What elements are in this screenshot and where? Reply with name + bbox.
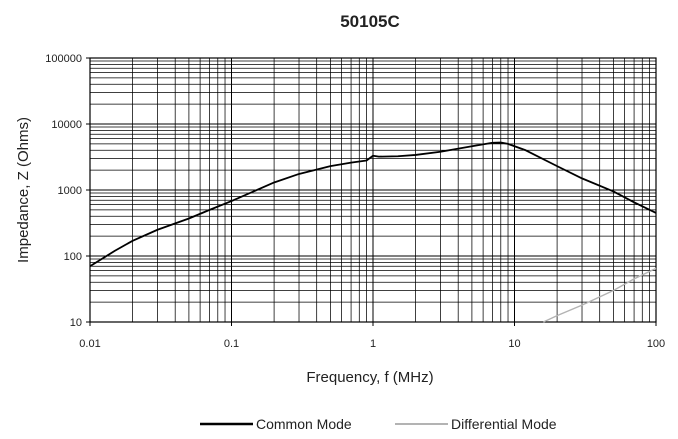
x-tick-label: 10	[508, 338, 520, 350]
y-tick-label: 100	[64, 251, 82, 263]
legend-label-differential-mode: Differential Mode	[451, 416, 557, 432]
chart-title: 50105C	[340, 12, 400, 31]
y-tick-label: 10000	[51, 119, 82, 131]
common-mode-line	[89, 141, 657, 267]
x-tick-label: 1	[370, 338, 376, 350]
y-tick-label: 100000	[45, 53, 82, 65]
x-axis-ticks: 0.01 0.1 1 10 100	[79, 322, 665, 350]
y-tick-label: 1000	[58, 185, 82, 197]
differential-mode-line	[543, 267, 657, 323]
series-layer	[89, 141, 657, 323]
y-axis-ticks: 100000 10000 1000 100 10	[45, 53, 90, 329]
x-tick-label: 100	[647, 338, 665, 350]
grid	[89, 58, 656, 323]
legend-label-common-mode: Common Mode	[256, 416, 352, 432]
x-axis-label: Frequency, f (MHz)	[306, 369, 433, 386]
x-tick-label: 0.01	[79, 338, 100, 350]
x-tick-label: 0.1	[224, 338, 239, 350]
y-tick-label: 10	[70, 317, 82, 329]
legend: Common Mode Differential Mode	[200, 416, 557, 432]
y-axis-label: Impedance, Z (Ohms)	[15, 117, 32, 263]
